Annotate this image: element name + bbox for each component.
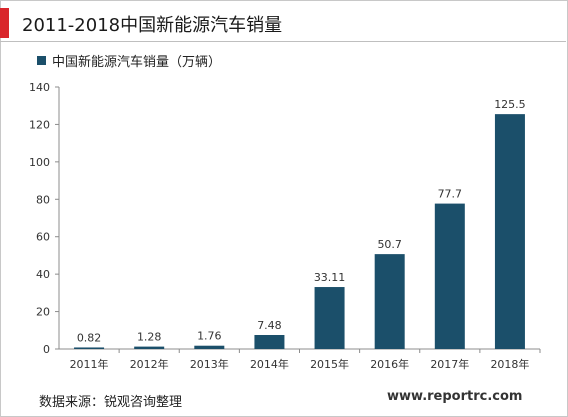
- bar: [194, 345, 225, 349]
- data-label: 50.7: [377, 238, 402, 251]
- data-label: 1.28: [137, 331, 162, 344]
- x-tick-label: 2018年: [490, 357, 529, 371]
- x-tick-label: 2012年: [130, 357, 169, 371]
- y-tick-label: 80: [36, 193, 50, 206]
- y-tick-label: 120: [29, 118, 50, 131]
- legend-label: 中国新能源汽车销量（万辆）: [52, 55, 222, 70]
- bar: [494, 114, 525, 349]
- title-accent-bar: [0, 8, 9, 38]
- bar: [254, 335, 285, 349]
- legend: 中国新能源汽车销量（万辆）: [37, 51, 221, 70]
- bar: [434, 203, 465, 349]
- x-tick-label: 2016年: [370, 357, 409, 371]
- y-tick-label: 40: [36, 268, 50, 281]
- data-label: 1.76: [197, 330, 222, 343]
- x-tick-label: 2014年: [250, 357, 289, 371]
- bar: [314, 287, 345, 349]
- y-tick-label: 60: [36, 231, 50, 244]
- data-label: 125.5: [494, 98, 526, 111]
- data-label: 77.7: [438, 188, 463, 201]
- x-tick-label: 2013年: [190, 357, 229, 371]
- legend-swatch: [37, 56, 46, 65]
- website-link[interactable]: www.reportrc.com: [387, 389, 523, 404]
- x-tick-label: 2015年: [310, 357, 349, 371]
- axes: 0 20 40 60 80 100 120 140 2011年 2012年 2013年 2014年 20…: [29, 81, 541, 371]
- data-labels: 0.82 1.28 1.76 7.48 33.11 50.7 77.7 125.5: [77, 98, 526, 344]
- y-tick-label: 0: [43, 343, 50, 356]
- y-tick-label: 20: [36, 306, 50, 319]
- data-label: 7.48: [257, 319, 282, 332]
- data-label: 0.82: [77, 331, 102, 344]
- title-divider: [0, 41, 566, 42]
- bars: [74, 114, 525, 349]
- bar: [74, 347, 105, 349]
- bar: [374, 254, 405, 349]
- x-tick-label: 2011年: [70, 357, 109, 371]
- data-label: 33.11: [314, 271, 346, 284]
- chart-title: 2011-2018中国新能源汽车销量: [22, 15, 283, 36]
- x-tick-label: 2017年: [430, 357, 469, 371]
- y-tick-label: 100: [29, 156, 50, 169]
- y-tick-label: 140: [29, 81, 50, 94]
- source-note: 数据来源：锐观咨询整理: [39, 395, 183, 410]
- bar: [134, 346, 165, 349]
